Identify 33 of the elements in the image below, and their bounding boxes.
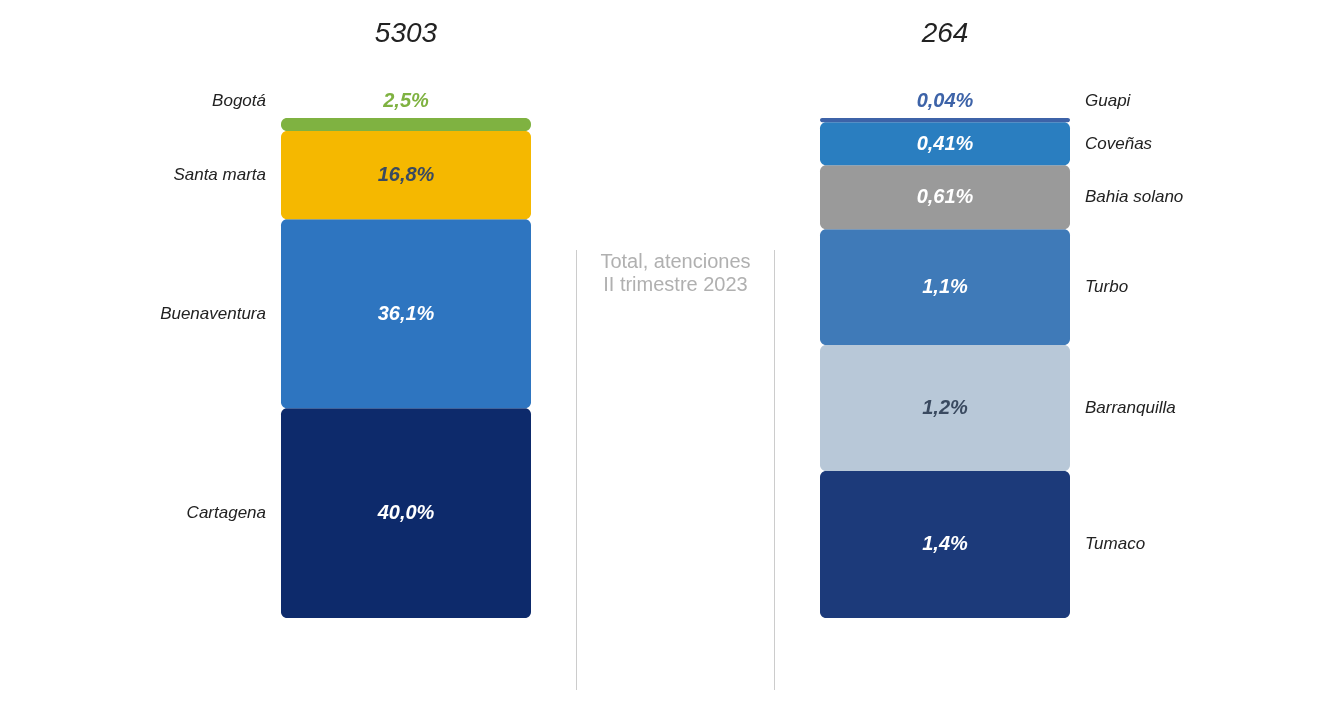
series-label: Guapi <box>1085 90 1132 110</box>
data-label: 2,5% <box>382 88 430 111</box>
bar <box>820 122 1070 166</box>
data-label: 40,0% <box>376 501 435 524</box>
bar <box>281 118 531 132</box>
data-label: 0,61% <box>916 185 974 208</box>
series-label: Tumaco <box>1085 534 1146 554</box>
bar <box>820 344 1070 471</box>
bar <box>281 219 531 409</box>
series-label: Barranquilla <box>1085 397 1176 417</box>
series-label: Buenaventura <box>160 303 266 323</box>
data-label: 0,41% <box>916 131 974 154</box>
data-label: 0,04% <box>916 88 974 111</box>
series-label: Coveñas <box>1085 133 1153 153</box>
chart-title: 264 <box>920 17 969 48</box>
data-label: 36,1% <box>377 301 435 324</box>
series-label: Santa marta <box>173 165 266 185</box>
data-label: 1,4% <box>922 532 969 555</box>
series-label: Turbo <box>1085 277 1129 297</box>
data-label: 1,2% <box>922 395 969 418</box>
chart-title: 5303 <box>374 17 438 48</box>
series-label: Cartagena <box>186 503 266 523</box>
bar <box>820 229 1070 345</box>
data-label: 1,1% <box>922 275 969 298</box>
bar <box>820 470 1070 618</box>
text: Total, atenciones II trimestre 2023 <box>576 250 775 690</box>
bar <box>281 131 531 220</box>
series-label: Bahia solano <box>1085 187 1184 207</box>
data-label: 16,8% <box>377 163 435 186</box>
series-label: Bogotá <box>212 90 266 110</box>
bar <box>820 165 1070 230</box>
bar <box>820 118 1070 123</box>
bar <box>281 408 531 618</box>
